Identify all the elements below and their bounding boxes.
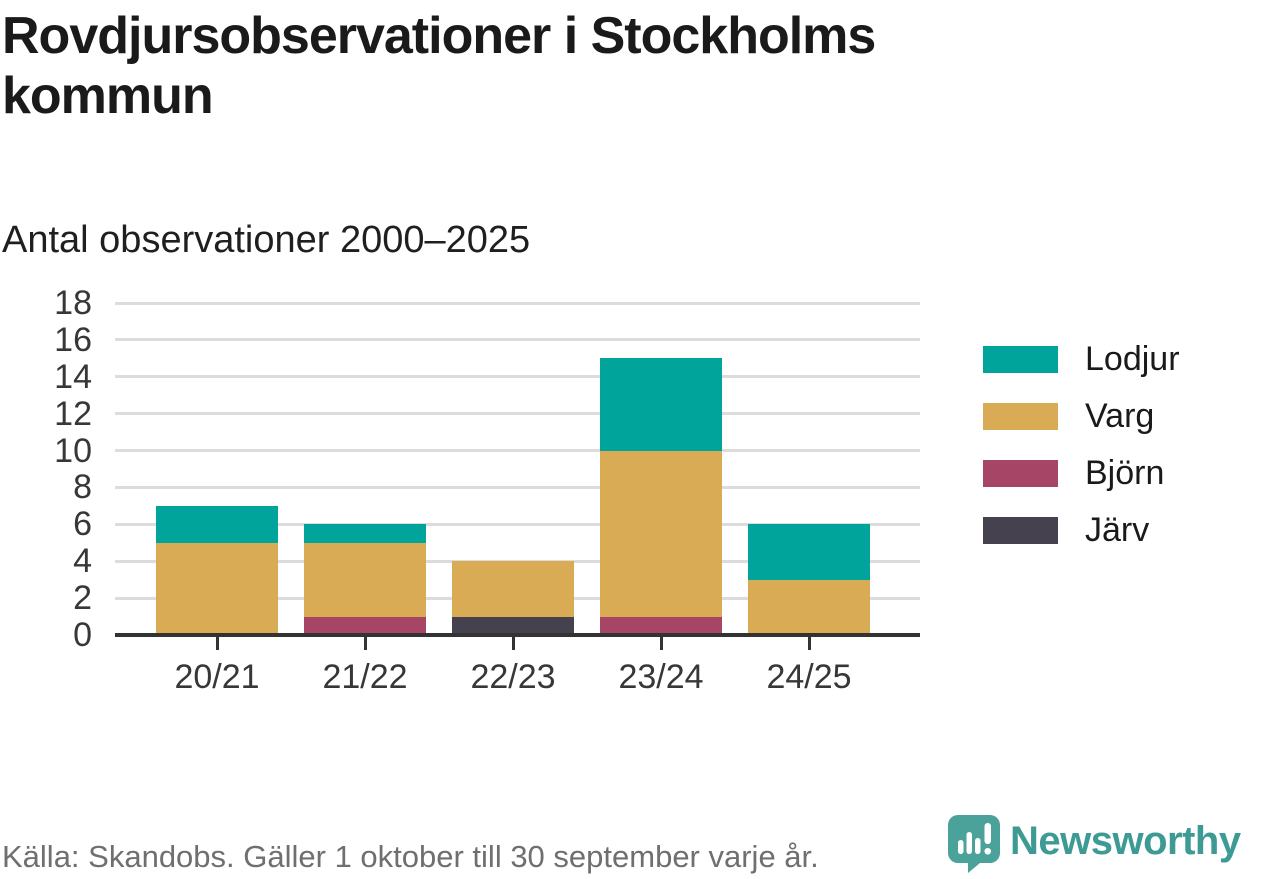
gridline-y-12 [115,412,920,416]
bar-segment-björn-21-22 [304,616,426,635]
legend-label-järv: Järv [1085,511,1150,549]
source-attribution: Källa: Skandobs. Gäller 1 oktober till 3… [2,839,819,874]
brand-name: Newsworthy [1010,819,1241,863]
bar-segment-järv-22-23 [452,616,574,635]
gridline-y-14 [115,375,920,379]
bar-segment-lodjur-23-24 [600,358,722,451]
bar-chart-speech-bubble-icon [948,815,1000,873]
bar-segment-björn-23-24 [600,616,722,635]
legend-swatch-järv [983,517,1058,544]
bar-segment-lodjur-21-22 [304,524,426,543]
x-axis-label-20-21: 20/21 [174,658,260,696]
bar-segment-varg-22-23 [452,561,574,617]
legend-label-björn: Björn [1085,454,1165,492]
x-axis-label-24-25: 24/25 [766,658,852,696]
x-axis-label-21-22: 21/22 [322,658,408,696]
x-axis-tick-24-25 [807,637,811,650]
x-axis-tick-22-23 [511,637,515,650]
bar-segment-varg-24-25 [748,579,870,635]
bar-segment-lodjur-24-25 [748,524,870,580]
gridline-y-6 [115,522,920,526]
x-axis-tick-23-24 [659,637,663,650]
y-axis-label-2: 2 [73,579,92,618]
gridline-y-10 [115,449,920,453]
legend-swatch-varg [983,403,1058,430]
x-axis-line [115,633,920,637]
gridline-y-8 [115,485,920,489]
legend-label-lodjur: Lodjur [1085,340,1180,378]
y-axis-label-10: 10 [54,431,92,470]
legend-swatch-lodjur [983,346,1058,373]
y-axis-label-6: 6 [73,505,92,544]
gridline-y-16 [115,338,920,342]
chart-subtitle: Antal observationer 2000–2025 [2,219,531,261]
bar-segment-varg-20-21 [156,542,278,635]
bar-segment-varg-23-24 [600,450,722,617]
brand-logo: Newsworthy [946,811,1260,873]
legend-swatch-björn [983,460,1058,487]
bar-segment-lodjur-20-21 [156,505,278,543]
x-axis-label-23-24: 23/24 [618,658,704,696]
y-axis-label-14: 14 [54,357,92,396]
y-axis-label-8: 8 [73,468,92,507]
y-axis-label-18: 18 [54,284,92,322]
x-axis-tick-21-22 [363,637,367,650]
legend-label-varg: Varg [1085,397,1155,435]
x-axis-label-22-23: 22/23 [470,658,556,696]
bar-segment-varg-21-22 [304,542,426,617]
y-axis-label-0: 0 [73,616,92,654]
page-title: Rovdjursobservationer i Stockholms kommu… [2,7,876,125]
gridline-y-18 [115,301,920,305]
y-axis-label-16: 16 [54,320,92,359]
x-axis-tick-20-21 [215,637,219,650]
y-axis-label-12: 12 [54,394,92,433]
y-axis-label-4: 4 [73,542,92,581]
